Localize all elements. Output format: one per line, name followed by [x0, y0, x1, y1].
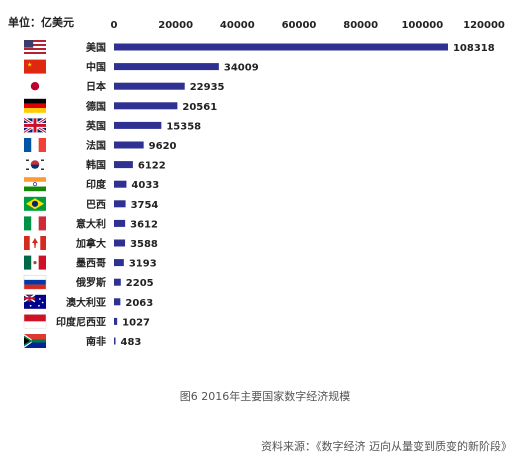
bar — [114, 219, 126, 227]
x-tick-label: 20000 — [158, 20, 193, 31]
bar — [114, 180, 127, 188]
bar — [114, 298, 121, 306]
france-flag — [24, 138, 46, 152]
category-label: 印度 — [86, 178, 107, 191]
data-label: 9620 — [149, 141, 177, 152]
japan-flag — [24, 79, 46, 94]
italy-flag — [24, 216, 46, 231]
category-label: 德国 — [85, 100, 106, 113]
korea-flag — [24, 157, 46, 172]
category-label: 韩国 — [86, 159, 106, 172]
data-label: 4033 — [131, 180, 159, 191]
x-tick-label: 100000 — [401, 20, 443, 31]
data-label: 2063 — [125, 298, 153, 309]
bar — [114, 43, 448, 51]
category-label: 俄罗斯 — [75, 276, 106, 289]
canada-flag — [24, 236, 46, 250]
mexico-flag — [24, 255, 46, 270]
data-label: 22935 — [190, 82, 225, 93]
svg-text:★: ★ — [27, 62, 32, 69]
category-label: 南非 — [86, 335, 106, 348]
category-label: 英国 — [85, 119, 106, 132]
south-africa-flag — [24, 334, 46, 348]
germany-flag — [24, 98, 46, 113]
bar — [114, 121, 162, 129]
data-label: 1027 — [122, 317, 150, 328]
data-label: 2205 — [126, 278, 154, 289]
bar-chart: 0 20000 40000 60000 80000 100000 120000 美国 10831… — [23, 20, 505, 348]
figure-caption: 图6 2016年主要国家数字经济规模 — [179, 390, 351, 403]
category-label: 法国 — [86, 139, 106, 152]
category-label: 美国 — [86, 41, 106, 54]
bar — [114, 317, 118, 325]
category-label: 印度尼西亚 — [56, 315, 106, 328]
category-label: 意大利 — [76, 217, 106, 230]
uk-flag — [23, 117, 47, 134]
category-label: 澳大利亚 — [66, 296, 106, 309]
bar — [114, 239, 126, 247]
data-label: 15358 — [166, 121, 201, 132]
category-label: 墨西哥 — [76, 258, 106, 270]
data-label: 34009 — [224, 63, 259, 74]
x-tick-label: 60000 — [282, 20, 317, 31]
data-label: 3754 — [131, 200, 159, 211]
brazil-flag — [24, 196, 46, 211]
bar — [114, 161, 133, 169]
indonesia-flag — [23, 314, 47, 329]
bar — [114, 337, 116, 345]
bar — [114, 278, 121, 286]
data-label: 3193 — [129, 259, 157, 270]
india-flag — [24, 177, 46, 192]
data-label: 6122 — [138, 161, 166, 172]
china-flag: ★ — [24, 59, 46, 74]
x-tick-label: 80000 — [343, 20, 378, 31]
data-label: 3588 — [130, 239, 158, 250]
category-label: 巴西 — [86, 199, 106, 211]
australia-flag — [23, 294, 46, 309]
russia-flag — [23, 274, 47, 290]
bar — [114, 82, 185, 90]
bar — [114, 141, 144, 149]
bar — [114, 259, 124, 267]
category-label: 日本 — [86, 80, 107, 93]
category-label: 加拿大 — [75, 237, 106, 250]
bar — [114, 200, 126, 208]
data-label: 3612 — [130, 219, 158, 230]
x-tick-label: 0 — [111, 20, 118, 31]
source-note: 资料来源：《数字经济 迈向从量变到质变的新阶段》 — [261, 440, 512, 453]
category-label: 中国 — [86, 61, 106, 74]
x-tick-label: 40000 — [220, 20, 255, 31]
unit-label: 单位：亿美元 — [8, 16, 74, 29]
data-label: 108318 — [453, 43, 495, 54]
bar — [114, 63, 219, 71]
us-flag — [24, 40, 46, 54]
data-label: 483 — [121, 337, 142, 348]
bar — [114, 102, 178, 110]
data-label: 20561 — [182, 102, 217, 113]
x-tick-label: 120000 — [463, 20, 505, 31]
